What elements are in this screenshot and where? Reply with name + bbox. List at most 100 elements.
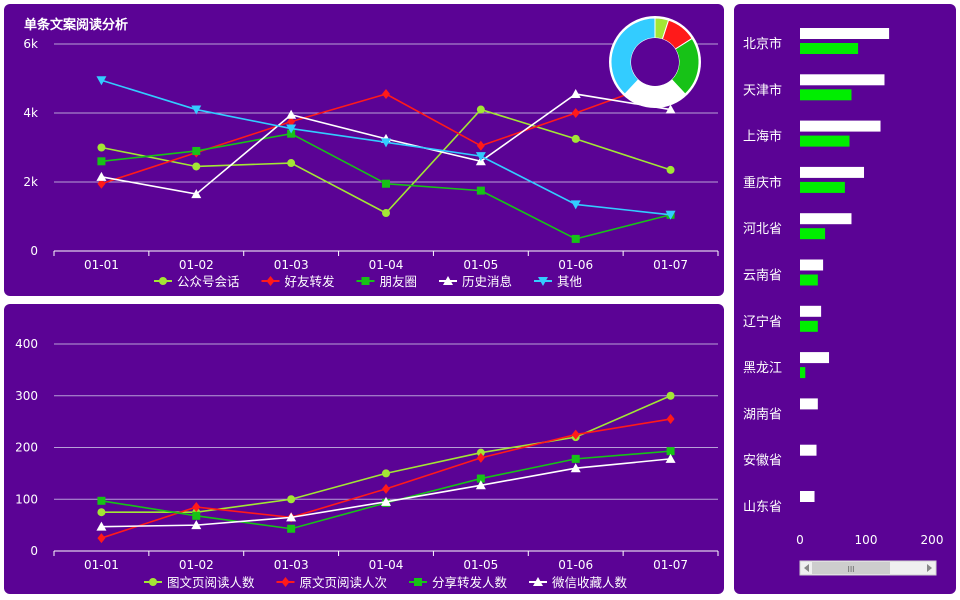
- y-tick-label: 6k: [23, 37, 38, 51]
- category-label: 湖南省: [743, 406, 782, 422]
- x-tick-label: 01-05: [463, 558, 498, 572]
- data-point: [571, 134, 580, 143]
- legend-label: 历史消息: [462, 274, 512, 289]
- data-point: [97, 178, 106, 189]
- data-point: [570, 200, 581, 210]
- bar: [800, 74, 885, 86]
- series-line: [101, 395, 671, 513]
- data-point: [96, 76, 107, 86]
- data-point: [287, 116, 296, 127]
- bar: [800, 28, 890, 39]
- bar: [800, 120, 881, 132]
- data-point: [192, 502, 201, 513]
- x-tick-label: 01-03: [274, 258, 309, 272]
- series-line: [101, 108, 671, 215]
- data-point: [96, 521, 107, 531]
- x-tick-label: 01-02: [179, 258, 214, 272]
- top-chart-panel: 单条文案阅读分析 0 2k 4k 6k 01-01 01-02 01-03 01-04 01-05…: [4, 4, 724, 296]
- bar: [800, 166, 865, 178]
- data-point: [287, 495, 296, 504]
- scrollbar-thumb: [812, 562, 890, 574]
- legend-item: 好友转发: [261, 274, 336, 289]
- legend-label: 朋友圈: [380, 274, 418, 289]
- data-point: [476, 448, 485, 457]
- data-point: [382, 89, 390, 100]
- data-point: [382, 209, 390, 218]
- data-point: [286, 124, 297, 134]
- legend-label: 图文页阅读人数: [167, 575, 255, 590]
- data-point: [97, 496, 106, 505]
- data-point: [571, 429, 580, 440]
- data-point: [97, 143, 106, 152]
- data-point: [570, 463, 581, 473]
- category-label: 山东省: [743, 500, 782, 515]
- data-point: [666, 447, 675, 456]
- category-label: 黑龙江: [743, 361, 782, 376]
- data-point: [287, 159, 296, 168]
- legend-marker: [149, 578, 157, 586]
- data-point: [191, 105, 202, 115]
- legend-item: 原文页阅读人次: [276, 575, 387, 590]
- bottom-line-chart: 0 100 200 300 400 01-01 01-02 01-03 01-04 01-05 01…: [15, 337, 719, 590]
- legend-item: 微信收藏人数: [529, 575, 628, 590]
- bar: [800, 228, 826, 240]
- data-point: [666, 414, 675, 425]
- scroll-right-arrow-icon: [927, 564, 932, 572]
- category-label: 北京市: [743, 36, 782, 52]
- legend-label: 好友转发: [285, 274, 336, 289]
- series-2: [97, 73, 675, 189]
- y-tick-label: 300: [15, 389, 38, 403]
- x-tick-label: 01-07: [653, 258, 688, 272]
- x-tick-label: 01-05: [463, 258, 498, 272]
- x-tick-label: 01-06: [558, 258, 593, 272]
- series-line: [101, 418, 671, 539]
- y-tick-label: 100: [15, 492, 38, 506]
- data-point: [665, 210, 676, 220]
- bar: [800, 352, 830, 364]
- data-point: [286, 109, 297, 119]
- category-label: 云南省: [743, 268, 782, 284]
- category-label: 安徽省: [743, 454, 782, 469]
- data-point: [666, 391, 675, 400]
- category-label: 天津市: [743, 82, 782, 98]
- y-tick-label: 200: [15, 441, 38, 455]
- chart-title: 单条文案阅读分析: [24, 17, 128, 33]
- legend-label: 公众号会话: [177, 274, 240, 289]
- x-tick-label: 0: [796, 533, 804, 547]
- bar: [800, 491, 815, 502]
- data-point: [97, 157, 106, 166]
- x-tick-label: 01-06: [558, 558, 593, 572]
- category-label: 重庆市: [743, 175, 782, 191]
- horizontal-scrollbar[interactable]: III: [799, 560, 937, 576]
- bar: [800, 181, 845, 193]
- bar: [800, 320, 818, 332]
- x-tick-label: 100: [855, 533, 878, 547]
- bar: [800, 274, 818, 286]
- category-label: 辽宁省: [743, 314, 782, 330]
- bottom-chart-panel: 0 100 200 300 400 01-01 01-02 01-03 01-04 01-05 01…: [4, 304, 724, 594]
- legend-item: 其他: [534, 274, 583, 289]
- y-tick-label: 400: [15, 337, 38, 351]
- data-point: [381, 138, 391, 148]
- legend-marker: [533, 577, 543, 586]
- bar: [800, 305, 822, 317]
- x-tick-label: 01-01: [84, 558, 119, 572]
- data-point: [287, 524, 296, 533]
- y-tick-label: 0: [30, 544, 38, 558]
- data-point: [476, 140, 485, 151]
- data-point: [382, 469, 390, 478]
- donut-hole: [631, 38, 679, 86]
- bar: [800, 367, 806, 379]
- legend-marker: [281, 577, 290, 587]
- x-tick-label: 01-02: [179, 558, 214, 572]
- donut-chart: [609, 16, 701, 108]
- data-point: [96, 171, 107, 181]
- bar: [800, 213, 852, 225]
- data-point: [192, 146, 201, 155]
- legend-item: 历史消息: [439, 274, 512, 289]
- data-point: [476, 452, 485, 463]
- x-tick-label: 01-07: [653, 558, 688, 572]
- data-point: [476, 186, 485, 195]
- data-point: [192, 162, 201, 171]
